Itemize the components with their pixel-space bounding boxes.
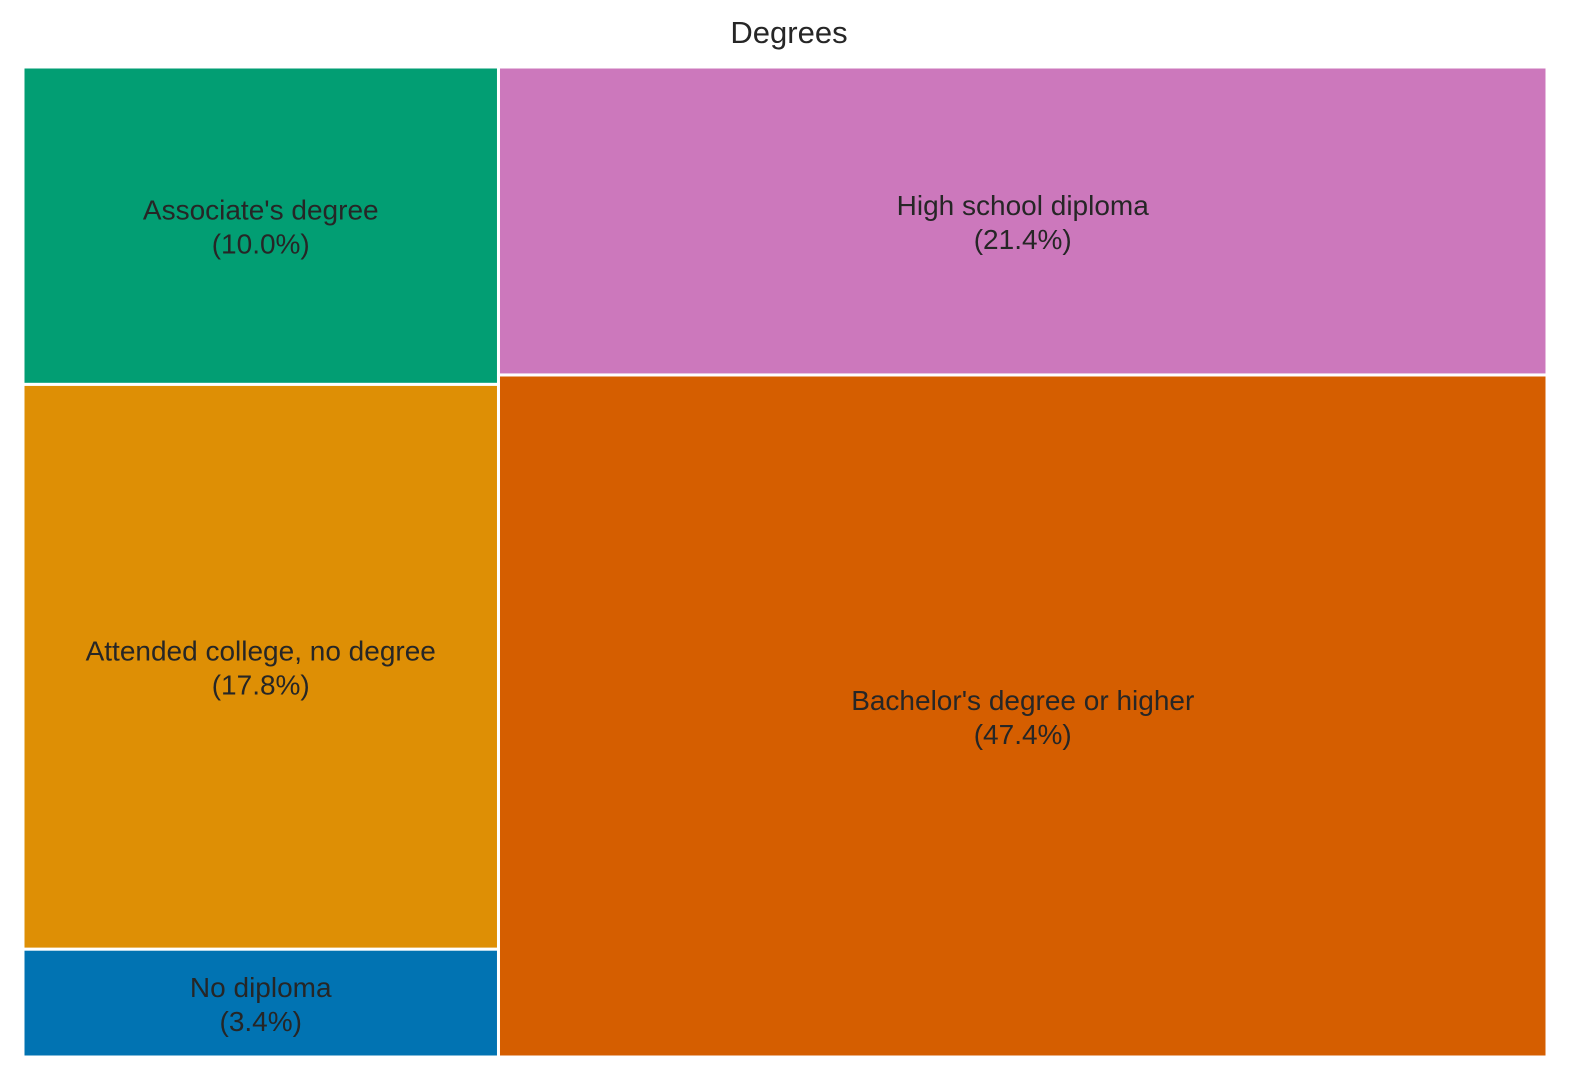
tile-rect-no-diploma [21, 947, 500, 1059]
tile-rect-high-school-diploma [496, 65, 1549, 377]
tile-percent-high-school-diploma: (21.4%) [974, 224, 1072, 255]
tile-percent-associate-s-degree: (10.0%) [212, 229, 310, 260]
tile-label-bachelor-s-degree-or-higher: Bachelor's degree or higher [851, 685, 1194, 716]
tile-label-no-diploma: No diploma [190, 972, 332, 1003]
tile-associate-s-degree: Associate's degree(10.0%) [21, 65, 500, 386]
tile-percent-bachelor-s-degree-or-higher: (47.4%) [974, 719, 1072, 750]
tile-rect-bachelor-s-degree-or-higher [496, 373, 1549, 1059]
tile-bachelor-s-degree-or-higher: Bachelor's degree or higher(47.4%) [496, 373, 1549, 1059]
tile-attended-college-no-degree: Attended college, no degree(17.8%) [21, 382, 500, 951]
tile-no-diploma: No diploma(3.4%) [21, 947, 500, 1059]
tile-percent-attended-college-no-degree: (17.8%) [212, 670, 310, 701]
tile-label-associate-s-degree: Associate's degree [143, 195, 379, 226]
tile-label-high-school-diploma: High school diploma [897, 190, 1150, 221]
tile-label-attended-college-no-degree: Attended college, no degree [86, 636, 436, 667]
tile-percent-no-diploma: (3.4%) [220, 1006, 302, 1037]
tile-rect-associate-s-degree [21, 65, 500, 386]
chart-title: Degrees [730, 15, 848, 50]
tile-high-school-diploma: High school diploma(21.4%) [496, 65, 1549, 377]
